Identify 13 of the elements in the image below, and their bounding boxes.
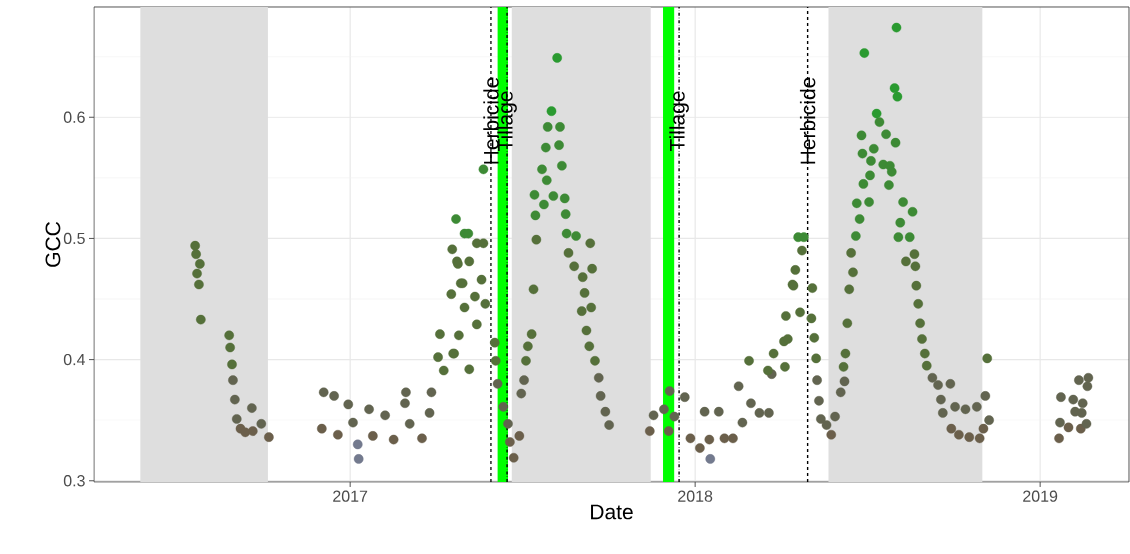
x-tick-label: 2017 bbox=[333, 490, 368, 502]
ref-line-label: Tillage bbox=[669, 91, 689, 152]
x-tick-label: 2018 bbox=[678, 490, 713, 502]
ref-line-label: Herbicide bbox=[483, 77, 499, 164]
ref-line-label: Tillage bbox=[497, 91, 517, 152]
y-tick-label: 0.4 bbox=[63, 353, 85, 366]
y-tick-label: 0.6 bbox=[63, 111, 85, 123]
y-tick-label: 0.3 bbox=[63, 475, 85, 487]
y-tick-label: 0.5 bbox=[63, 232, 85, 245]
x-axis-title: Date bbox=[591, 504, 633, 520]
x-tick-label: 2019 bbox=[1023, 490, 1058, 502]
y-axis-title: GCC bbox=[45, 221, 61, 267]
ref-line-label: Herbicide bbox=[799, 77, 816, 164]
